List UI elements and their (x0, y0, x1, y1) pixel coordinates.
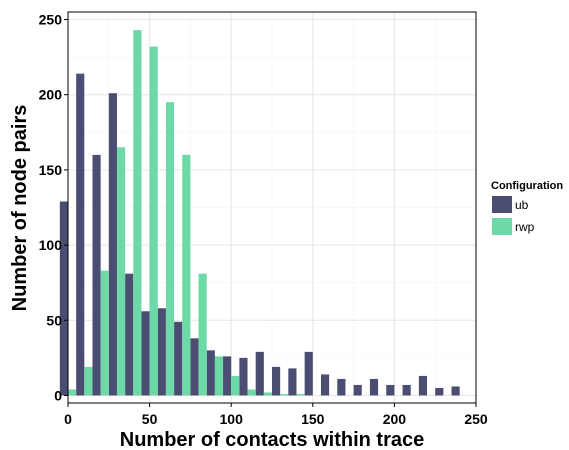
bar-ub (141, 311, 150, 396)
bar-rwp (247, 389, 256, 396)
bar-ub (402, 384, 411, 396)
x-tick-label: 250 (464, 411, 488, 427)
bar-rwp (198, 273, 207, 396)
bar-rwp (149, 46, 158, 396)
bar-rwp (182, 154, 191, 396)
bar-ub (288, 368, 297, 396)
bar-ub (353, 384, 362, 396)
bar-ub (435, 387, 444, 396)
bar-ub (272, 366, 281, 396)
y-tick-labels: 0 50 100 150 200 250 (39, 12, 63, 404)
legend-label-ub: ub (515, 198, 529, 212)
x-axis-title: Number of contacts within trace (120, 429, 425, 450)
bar-rwp (100, 270, 109, 396)
y-tick-label: 200 (39, 87, 63, 103)
x-tick-label: 100 (220, 411, 244, 427)
x-tick-labels: 0 50 100 150 200 250 (64, 411, 488, 427)
bar-ub (125, 273, 134, 396)
bar-ub (255, 351, 264, 396)
plot-border (67, 11, 477, 404)
x-tick-label: 150 (301, 411, 325, 427)
bar-rwp (116, 147, 126, 396)
bar-rwp (263, 392, 272, 396)
bar-ub (337, 378, 346, 396)
x-tick-label: 50 (142, 411, 158, 427)
bar-rwp (214, 356, 224, 396)
bar-rwp (296, 393, 305, 396)
y-tick-label: 250 (39, 12, 63, 28)
y-axis-title: Number of node pairs (9, 105, 31, 312)
bar-ub (76, 73, 85, 396)
legend-title: Configuration (491, 180, 563, 192)
axis-ticks (64, 19, 477, 407)
x-tick-label: 0 (64, 411, 72, 427)
bar-ub (174, 321, 183, 396)
bar-rwp (280, 393, 289, 396)
bar-ub (190, 338, 199, 396)
bar-rwp (84, 366, 93, 396)
bar-ub (369, 378, 379, 396)
y-tick-label: 50 (46, 312, 62, 328)
bar-ub (157, 308, 166, 396)
bar-ub (223, 356, 232, 396)
legend-swatch-rwp (492, 218, 512, 235)
y-tick-label: 0 (54, 387, 62, 403)
bar-ub (451, 386, 460, 396)
bar-rwp (68, 389, 77, 396)
legend-swatch-ub (492, 196, 512, 213)
legend-label-rwp: rwp (515, 220, 535, 234)
bars (59, 30, 460, 396)
bar-ub (239, 357, 248, 396)
bar-ub (92, 154, 101, 396)
bar-rwp (231, 375, 240, 396)
bar-ub (418, 375, 428, 396)
y-tick-label: 150 (39, 162, 63, 178)
bar-rwp (165, 102, 175, 396)
y-tick-label: 100 (39, 237, 63, 253)
bar-ub (320, 374, 330, 396)
bar-ub (304, 351, 313, 396)
bar-ub (206, 350, 215, 396)
bar-ub (59, 201, 68, 396)
x-tick-label: 200 (383, 411, 407, 427)
bar-ub (386, 384, 395, 396)
bar-rwp (133, 30, 142, 396)
legend: Configuration ub rwp (491, 180, 563, 235)
bar-ub (108, 93, 117, 396)
